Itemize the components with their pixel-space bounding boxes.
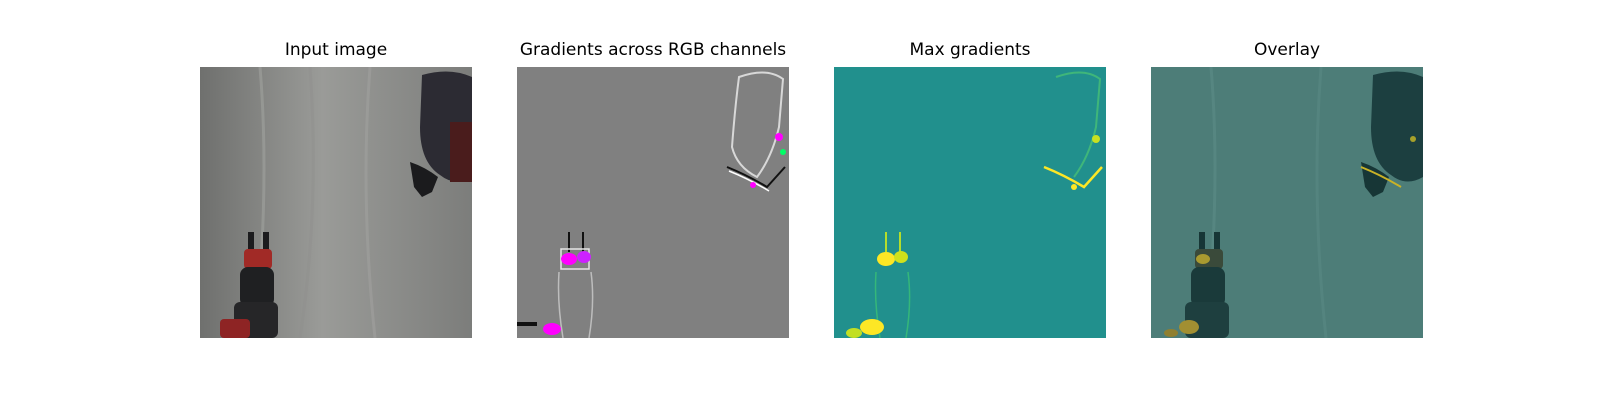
highlight-magenta: [577, 251, 591, 263]
highlight-yellow: [877, 252, 895, 266]
edge-gripper-block: [560, 248, 590, 270]
robot-arm-upper: [1371, 71, 1423, 182]
max-gradients-image-svg: [834, 67, 1106, 338]
curtain-fold: [298, 67, 315, 338]
highlight-magenta: [543, 323, 561, 335]
highlight-magenta: [750, 182, 756, 188]
gradients-background: [517, 67, 789, 338]
panel-overlay: Overlay: [1137, 0, 1437, 400]
highlight-yellow: [1410, 136, 1416, 142]
panel-title-max: Max gradients: [909, 40, 1031, 60]
gripper-red-block: [244, 249, 272, 269]
panel-title-overlay: Overlay: [1253, 40, 1321, 60]
input-image: [200, 67, 472, 338]
highlight-yellow: [846, 328, 862, 338]
edge-gripper: [885, 232, 901, 252]
highlight-yellow: [1179, 320, 1199, 334]
robot-arm-lower: [240, 267, 274, 307]
overlay-image: [1151, 67, 1423, 338]
panel-gradients-rgb: Gradients across RGB channels: [503, 0, 803, 400]
robot-gripper-upper: [410, 162, 438, 197]
highlight-yellow: [1071, 184, 1077, 190]
edge-upper-dark: [726, 166, 786, 189]
gripper-finger-left: [248, 232, 254, 252]
panel-title-gradients: Gradients across RGB channels: [519, 40, 787, 60]
highlight-yellow: [1196, 254, 1210, 264]
gradients-image: [517, 67, 789, 338]
edge-upper-arm: [730, 71, 785, 179]
edge-upper-arm: [1055, 71, 1102, 178]
robot-base-red: [220, 319, 250, 338]
panel-max-gradients: Max gradients: [820, 0, 1120, 400]
input-image-svg: [200, 67, 472, 338]
edge-upper-light: [728, 170, 770, 192]
edge-lower-arm: [557, 271, 594, 338]
highlight-yellow: [1164, 329, 1178, 337]
max-gradients-background: [834, 67, 1106, 338]
edge-upper-yellow: [1360, 166, 1402, 188]
highlight-yellow: [894, 251, 908, 263]
highlight-yellow: [860, 319, 884, 335]
highlight-magenta: [775, 133, 783, 141]
robot-arm-red-part: [450, 122, 472, 182]
highlight-yellow: [1092, 135, 1100, 143]
gripper-finger-left: [1199, 232, 1205, 252]
gripper-finger-right: [263, 232, 269, 252]
robot-arm-lower: [1191, 267, 1225, 307]
edge-base: [517, 322, 537, 326]
gripper-finger-right: [1214, 232, 1220, 252]
panel-input-image: Input image: [186, 0, 486, 400]
highlight-green: [780, 149, 786, 155]
highlight-magenta: [561, 253, 577, 265]
gradients-image-svg: [517, 67, 789, 338]
curtain-fold: [364, 67, 377, 338]
panel-title-input: Input image: [284, 40, 388, 60]
overlay-image-svg: [1151, 67, 1423, 338]
curtain-fold: [1315, 67, 1328, 338]
max-gradients-image: [834, 67, 1106, 338]
edge-upper-yellow: [1043, 165, 1103, 189]
